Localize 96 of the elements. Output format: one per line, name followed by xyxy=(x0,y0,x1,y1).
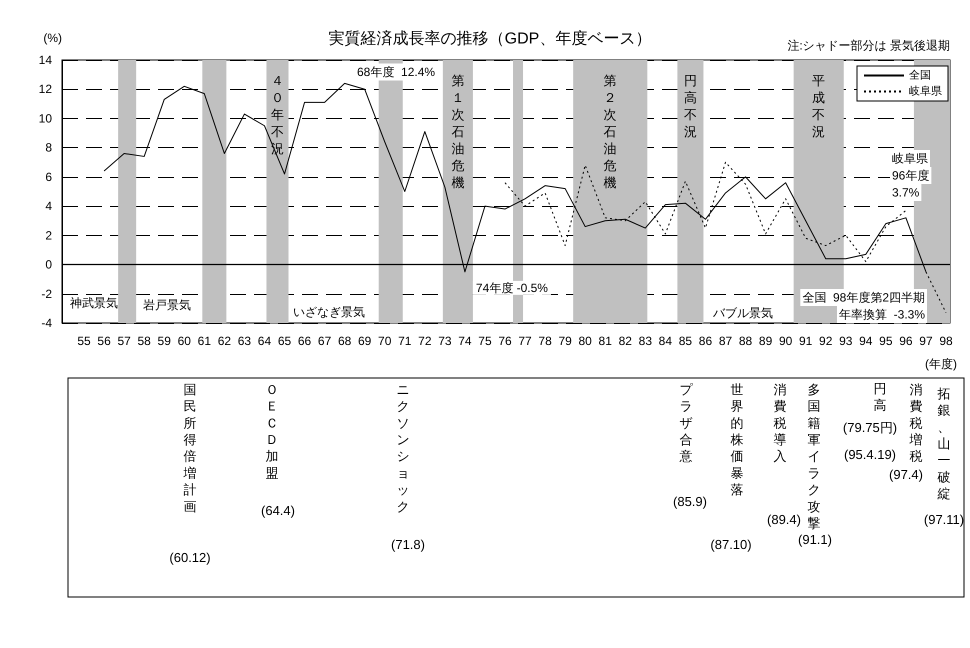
text: ＯＥＣＤ加盟 xyxy=(266,382,278,480)
x-tick-label: 82 xyxy=(618,334,632,348)
text: (64.4) xyxy=(261,503,295,518)
y-axis-title: (%) xyxy=(43,31,62,45)
x-tick-label: 78 xyxy=(538,334,552,348)
text: (91.1) xyxy=(798,532,832,547)
x-tick-label: 76 xyxy=(498,334,512,348)
text: プラザ合意 xyxy=(678,382,694,464)
chart-title: 実質経済成長率の推移（GDP、年度ベース） xyxy=(328,30,652,48)
y-tick-label: 14 xyxy=(38,53,52,67)
text: 注:シャドー部分は 景気後退期 xyxy=(787,38,950,52)
y-tick-label: 10 xyxy=(38,111,52,126)
x-tick-label: 66 xyxy=(298,334,312,348)
annotation: 96年度 xyxy=(892,168,930,182)
text: 拓銀、山一破綻 xyxy=(936,386,950,502)
x-tick-label: 59 xyxy=(158,334,172,348)
x-tick-label: 87 xyxy=(718,334,732,348)
x-tick-label: 79 xyxy=(558,334,572,348)
band-label: 円高不況 xyxy=(684,73,697,139)
text: ニクソンショック xyxy=(396,382,410,514)
y-tick-label: 0 xyxy=(45,258,52,272)
annotation: バブル景気 xyxy=(712,306,773,320)
legend-label: 全国 xyxy=(909,70,931,82)
x-tick-label: 85 xyxy=(678,334,692,348)
text: (79.75円) xyxy=(842,420,898,435)
x-tick-label: 74 xyxy=(458,334,472,348)
x-tick-label: 96 xyxy=(899,334,913,348)
x-tick-label: 86 xyxy=(698,334,712,348)
band-label: 第１次石油危機 xyxy=(451,73,464,190)
text: 多国籍軍イラク攻撃 xyxy=(808,382,820,530)
y-tick-label: -4 xyxy=(41,316,52,330)
x-tick-label: 58 xyxy=(138,334,152,348)
text: (71.8) xyxy=(391,537,425,552)
x-tick-label: 64 xyxy=(258,334,272,348)
annotation: 年率換算 -3.3% xyxy=(838,308,926,322)
annotation: 3.7% xyxy=(892,186,920,200)
annotation: 74年度 -0.5% xyxy=(476,280,548,295)
x-tick-label: 62 xyxy=(218,334,232,348)
x-tick-label: 71 xyxy=(398,334,412,348)
x-tick-label: 63 xyxy=(238,334,252,348)
x-tick-label: 98 xyxy=(939,334,953,348)
text: 消費税増税 xyxy=(908,382,922,464)
x-axis-title: (年度) xyxy=(925,357,957,371)
text: (97.11) xyxy=(924,512,964,527)
text: 消費税導入 xyxy=(774,382,786,464)
x-tick-label: 93 xyxy=(839,334,853,348)
text: (89.4) xyxy=(767,512,801,527)
x-tick-label: 97 xyxy=(919,334,933,348)
text: (60.12) xyxy=(169,550,211,565)
x-tick-label: 89 xyxy=(758,334,773,348)
x-tick-label: 57 xyxy=(117,334,132,348)
x-tick-label: 70 xyxy=(378,334,392,348)
y-tick-label: 6 xyxy=(45,170,52,184)
x-tick-label: 60 xyxy=(178,334,192,348)
x-tick-label: 72 xyxy=(418,334,432,348)
text: (95.4.19) xyxy=(844,447,896,462)
text: 円高 xyxy=(874,380,886,413)
x-tick-label: 56 xyxy=(97,334,112,348)
y-tick-label: -2 xyxy=(41,286,52,301)
x-tick-label: 65 xyxy=(278,334,292,348)
x-tick-label: 75 xyxy=(478,334,492,348)
y-tick-label: 4 xyxy=(45,199,52,214)
x-tick-label: 55 xyxy=(77,334,92,348)
text: (85.9) xyxy=(673,494,707,509)
x-tick-label: 73 xyxy=(438,334,452,348)
x-tick-label: 83 xyxy=(638,334,652,348)
x-tick-label: 81 xyxy=(598,334,612,348)
annotation: 岐阜県 xyxy=(892,152,928,166)
x-tick-label: 80 xyxy=(578,334,592,348)
band-label: 第２次石油危機 xyxy=(604,73,617,190)
y-tick-label: 2 xyxy=(45,228,52,242)
annotation: 神武景気 xyxy=(70,296,118,310)
x-tick-label: 77 xyxy=(518,334,532,348)
y-tick-label: 12 xyxy=(38,82,52,96)
x-tick-label: 68 xyxy=(338,334,352,348)
x-tick-label: 94 xyxy=(859,334,873,348)
annotation: 岩戸景気 xyxy=(143,298,191,312)
x-tick-label: 88 xyxy=(738,334,753,348)
annotation: 全国 98年度第2四半期 xyxy=(802,290,925,304)
y-tick-label: 8 xyxy=(45,140,52,155)
legend-label: 岐阜県 xyxy=(909,84,942,98)
text: (87.10) xyxy=(710,537,752,552)
x-tick-label: 61 xyxy=(198,334,212,348)
text: 世界的株価暴落 xyxy=(730,382,744,498)
annotation: 68年度 12.4% xyxy=(357,65,436,79)
x-tick-label: 91 xyxy=(798,334,813,348)
text: (97.4) xyxy=(889,467,923,482)
x-tick-label: 92 xyxy=(819,334,833,348)
x-tick-label: 84 xyxy=(658,334,672,348)
text: 国民所得倍増計画 xyxy=(182,382,196,514)
band-label: 平成不況 xyxy=(812,73,826,139)
x-tick-label: 95 xyxy=(879,334,893,348)
annotation: いざなぎ景気 xyxy=(293,305,365,319)
x-tick-label: 90 xyxy=(778,334,793,348)
x-tick-label: 67 xyxy=(318,334,332,348)
x-tick-label: 69 xyxy=(358,334,372,348)
